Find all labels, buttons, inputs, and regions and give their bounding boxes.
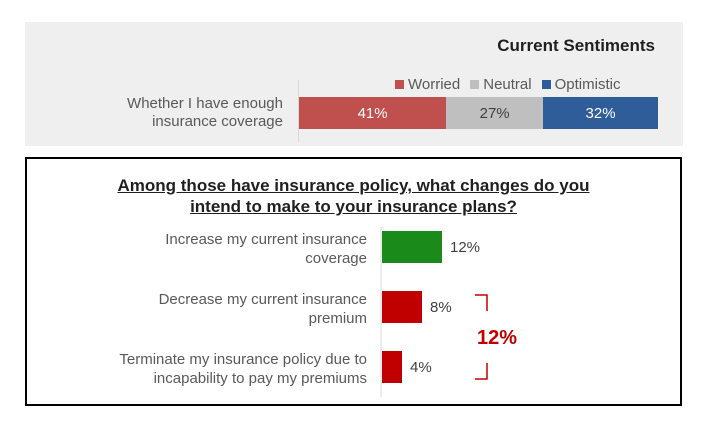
- category-label-line: Decrease my current insurance: [159, 291, 367, 308]
- stacked-bar: 41% 27% 32%: [299, 97, 658, 129]
- legend-label: Worried: [408, 76, 461, 93]
- data-label: 12%: [450, 239, 480, 256]
- category-label: Whether I have enough insurance coverage: [85, 95, 283, 131]
- category-label-line: Terminate my insurance policy due to: [119, 351, 367, 368]
- question-title: Among those have insurance policy, what …: [27, 175, 680, 217]
- category-axis: [298, 80, 299, 142]
- category-label-line: incapability to pay my premiums: [154, 370, 367, 387]
- legend-label: Neutral: [483, 76, 532, 93]
- legend-swatch: [395, 80, 404, 89]
- category-label-line: Increase my current insurance: [165, 231, 367, 248]
- question-title-line: Among those have insurance policy, what …: [117, 176, 590, 195]
- legend-item-optimistic: Optimistic: [541, 76, 621, 93]
- stacked-segment-worried: 41%: [299, 97, 447, 129]
- legend: Worried Neutral Optimistic: [395, 76, 620, 93]
- planned-changes-panel: Among those have insurance policy, what …: [25, 157, 682, 406]
- data-label: 32%: [585, 104, 616, 122]
- bar: [382, 351, 402, 383]
- data-label: 4%: [410, 359, 432, 376]
- stacked-segment-optimistic: 32%: [543, 97, 658, 129]
- legend-swatch: [541, 80, 551, 89]
- chart-title: Current Sentiments: [497, 36, 655, 55]
- bar: [382, 291, 422, 323]
- data-label: 8%: [430, 299, 452, 316]
- legend-swatch: [470, 80, 480, 89]
- legend-item-worried: Worried: [395, 76, 460, 93]
- legend-label: Optimistic: [554, 76, 621, 93]
- data-label: 41%: [357, 104, 388, 122]
- bracket-top: [475, 294, 488, 311]
- category-label-line: premium: [309, 310, 367, 327]
- category-label-line: coverage: [305, 250, 367, 267]
- bar: [382, 231, 442, 263]
- data-label: 27%: [479, 104, 510, 122]
- stacked-segment-neutral: 27%: [446, 97, 544, 129]
- legend-item-neutral: Neutral: [470, 76, 532, 93]
- category-label-line: insurance coverage: [152, 113, 283, 130]
- category-label-line: Whether I have enough: [127, 95, 283, 112]
- bar-chart: 12% Increase my current insurance coverage…: [119, 227, 517, 397]
- question-title-line: intend to make to your insurance plans?: [190, 197, 517, 216]
- combined-total-annotation: 12%: [477, 327, 517, 349]
- bracket-bottom: [475, 363, 488, 380]
- current-sentiments-panel: Current Sentiments Worried Neutral Optim…: [25, 22, 683, 146]
